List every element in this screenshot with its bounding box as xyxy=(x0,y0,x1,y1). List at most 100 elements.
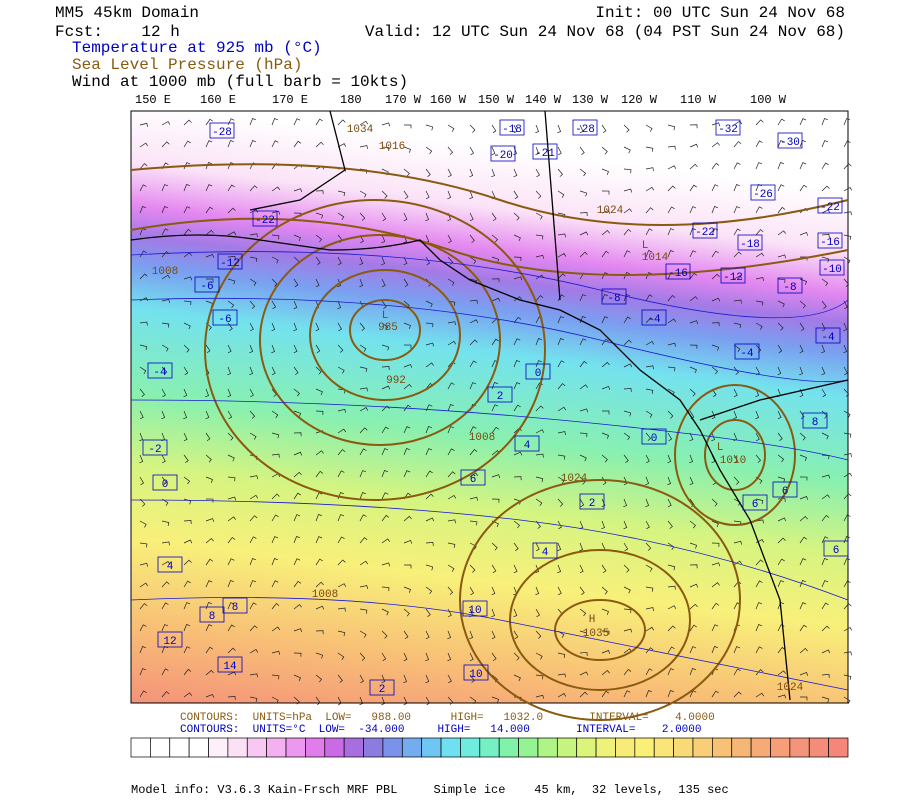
wind-barb xyxy=(403,168,410,177)
wind-barb xyxy=(535,234,544,240)
wind-barb xyxy=(183,344,190,353)
wind-barb xyxy=(403,470,411,478)
wind-barb xyxy=(403,146,411,153)
wind-barb xyxy=(315,344,321,354)
wind-barb xyxy=(425,586,433,595)
temperature-label: -16 xyxy=(668,268,688,280)
wind-barb xyxy=(315,514,322,522)
wind-barb xyxy=(271,493,280,500)
wind-barb xyxy=(513,520,520,529)
wind-barb xyxy=(667,145,676,150)
wind-barb xyxy=(667,625,676,632)
color-bar-cell xyxy=(343,737,364,758)
wind-barb xyxy=(755,206,763,214)
wind-barb xyxy=(601,650,611,654)
wind-barb xyxy=(139,520,147,528)
wind-barb xyxy=(183,119,192,126)
temperature-label: -10 xyxy=(822,264,842,276)
wind-barb xyxy=(667,295,676,302)
wind-barb xyxy=(161,602,169,610)
wind-barb xyxy=(799,580,806,588)
wind-barb xyxy=(733,454,739,464)
wind-barb xyxy=(579,146,585,155)
wind-barb xyxy=(183,300,192,306)
wind-barb xyxy=(799,602,807,610)
wind-barb xyxy=(689,228,696,236)
temperature-label-box xyxy=(525,363,551,380)
wind-barb xyxy=(821,209,831,214)
temperature-label: 2 xyxy=(379,684,386,696)
wind-barb xyxy=(403,674,407,684)
wind-barb xyxy=(161,388,166,398)
wind-barb xyxy=(205,624,213,632)
wind-barb xyxy=(733,251,742,258)
wind-barb xyxy=(315,558,323,566)
wind-barb xyxy=(579,190,588,197)
wind-barb xyxy=(293,514,301,522)
wind-barb xyxy=(359,145,368,149)
wind-barb xyxy=(513,296,522,302)
wind-barb xyxy=(425,630,430,640)
color-bar-cell xyxy=(518,737,539,758)
color-bar-cell xyxy=(382,737,403,758)
wind-barb xyxy=(755,646,763,654)
wind-barb xyxy=(315,492,323,500)
color-bar-cell xyxy=(208,737,229,758)
wind-barb xyxy=(139,690,147,698)
wind-barb xyxy=(425,168,431,177)
temperature-label-box xyxy=(194,276,220,293)
field-pressure: Sea Level Pressure (hPa) xyxy=(72,56,302,74)
temperature-label: -22 xyxy=(820,202,840,214)
wind-barb xyxy=(579,476,586,485)
wind-barb xyxy=(667,564,676,571)
wind-barb xyxy=(579,432,588,438)
longitude-label: 160 W xyxy=(430,93,467,107)
wind-barb xyxy=(491,124,497,134)
wind-barb xyxy=(381,492,389,500)
wind-barb xyxy=(755,410,760,420)
wind-barb xyxy=(689,454,693,464)
wind-barb xyxy=(821,278,829,287)
wind-barb xyxy=(315,674,322,683)
wind-barb xyxy=(447,426,455,434)
wind-barb xyxy=(843,674,852,680)
wind-barb xyxy=(447,168,452,178)
color-bar-cell xyxy=(750,737,771,758)
wind-barb xyxy=(205,388,209,398)
wind-barb xyxy=(777,118,785,126)
pressure-label: 1024 xyxy=(561,473,588,485)
wind-barb xyxy=(381,190,388,199)
wind-barb xyxy=(249,580,257,588)
wind-barb xyxy=(227,388,232,398)
temperature-label: -21 xyxy=(535,148,555,160)
wind-barb xyxy=(645,207,654,214)
wind-barb xyxy=(249,344,254,354)
wind-barb xyxy=(337,322,342,332)
temperature-label-box xyxy=(152,474,178,491)
wind-barb xyxy=(711,122,721,127)
wind-barb xyxy=(293,432,302,437)
wind-barb xyxy=(469,472,479,478)
wind-barb xyxy=(645,454,650,464)
wind-barb xyxy=(535,254,544,259)
wind-barb xyxy=(227,580,234,588)
wind-barb xyxy=(535,295,544,302)
wind-barb xyxy=(161,476,168,485)
wind-barb xyxy=(293,366,299,376)
wind-barb xyxy=(139,624,147,632)
wind-barb xyxy=(359,448,367,456)
wind-barb xyxy=(447,321,456,326)
wind-barb xyxy=(645,340,655,346)
wind-barb xyxy=(161,228,169,236)
wind-barb xyxy=(271,300,277,310)
wind-barb xyxy=(689,476,694,486)
temperature-label: 4 xyxy=(167,561,174,573)
color-bar-cell xyxy=(595,737,616,758)
wind-barb xyxy=(293,188,303,193)
wind-barb xyxy=(205,476,213,483)
temperature-label: 0 xyxy=(535,368,542,380)
wind-barb xyxy=(645,410,653,418)
wind-barb xyxy=(535,360,543,368)
wind-barb xyxy=(755,580,763,588)
temperature-label-box xyxy=(217,656,243,673)
